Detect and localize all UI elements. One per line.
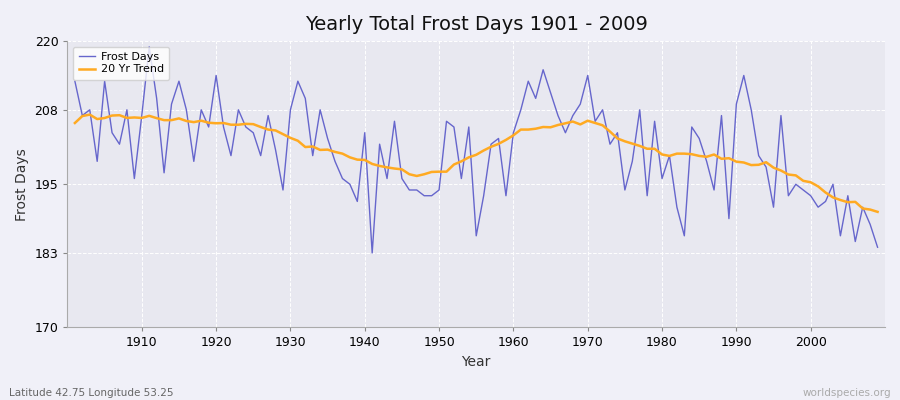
Line: 20 Yr Trend: 20 Yr Trend bbox=[75, 114, 878, 212]
Frost Days bbox=[523, 79, 534, 84]
Title: Yearly Total Frost Days 1901 - 2009: Yearly Total Frost Days 1901 - 2009 bbox=[305, 15, 648, 34]
20 Yr Trend bbox=[345, 155, 356, 160]
20 Yr Trend bbox=[605, 129, 616, 134]
Frost Days bbox=[129, 176, 140, 181]
Frost Days bbox=[516, 108, 526, 112]
20 Yr Trend bbox=[85, 112, 95, 117]
Frost Days bbox=[69, 79, 80, 84]
Text: worldspecies.org: worldspecies.org bbox=[803, 388, 891, 398]
Y-axis label: Frost Days: Frost Days bbox=[15, 148, 29, 221]
Line: Frost Days: Frost Days bbox=[75, 47, 878, 253]
20 Yr Trend bbox=[300, 145, 310, 150]
Text: Latitude 42.75 Longitude 53.25: Latitude 42.75 Longitude 53.25 bbox=[9, 388, 174, 398]
20 Yr Trend bbox=[137, 116, 148, 120]
Frost Days bbox=[612, 130, 623, 135]
20 Yr Trend bbox=[508, 133, 518, 138]
Frost Days bbox=[367, 250, 378, 255]
X-axis label: Year: Year bbox=[462, 355, 490, 369]
Frost Days bbox=[300, 96, 310, 101]
20 Yr Trend bbox=[69, 120, 80, 125]
20 Yr Trend bbox=[516, 127, 526, 132]
Frost Days bbox=[872, 245, 883, 250]
Frost Days bbox=[144, 44, 155, 49]
Frost Days bbox=[345, 182, 356, 187]
Legend: Frost Days, 20 Yr Trend: Frost Days, 20 Yr Trend bbox=[73, 47, 169, 80]
20 Yr Trend bbox=[872, 210, 883, 214]
